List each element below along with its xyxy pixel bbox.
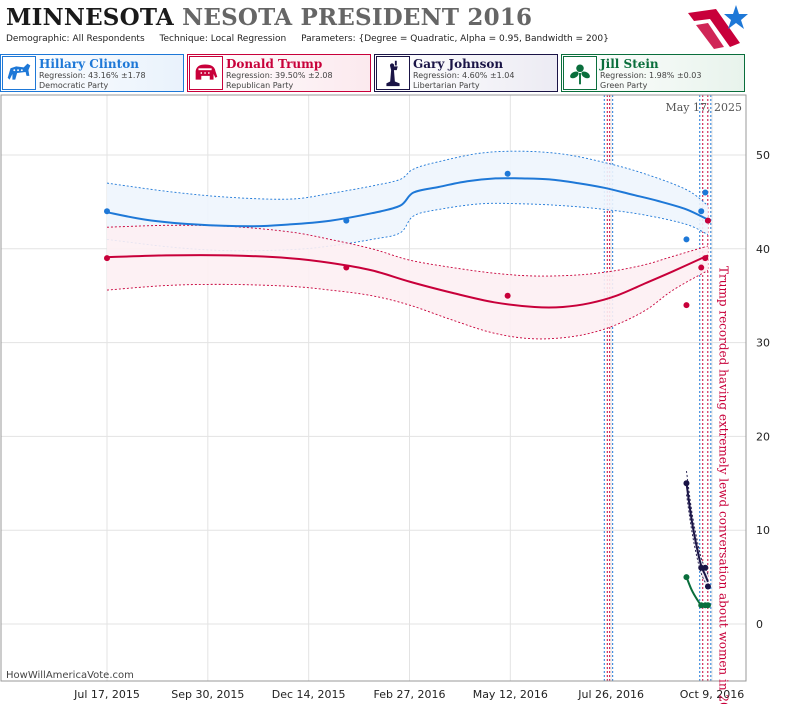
poll-point [702, 564, 709, 571]
poll-point [704, 583, 711, 590]
date-stamp: May 17, 2025 [665, 101, 742, 114]
param-parameters-value: {Degree = Quadratic, Alpha = 0.95, Bandw… [358, 34, 609, 44]
y-tick-label: 0 [756, 618, 763, 631]
poll-point [704, 602, 711, 609]
poll-point [702, 189, 709, 196]
poll-point [683, 236, 690, 243]
candidate-regression: Regression: 39.50% ±2.08 [226, 71, 333, 80]
legend-clinton: Hillary Clinton Regression: 43.16% ±1.78… [0, 54, 184, 92]
candidate-name: Donald Trump [226, 57, 323, 71]
candidate-party: Democratic Party [39, 81, 109, 90]
x-tick-label: Oct 9, 2016 [680, 688, 745, 701]
poll-point [343, 264, 350, 271]
confidence-band [107, 225, 708, 339]
candidate-party: Republican Party [226, 81, 294, 90]
trend-line [106, 254, 709, 309]
legend-stein: Jill Stein Regression: 1.98% ±0.03 Green… [561, 54, 745, 92]
poll-point [104, 208, 110, 215]
chart-title: MINNESOTA NESOTA PRESIDENT 2016 [6, 4, 686, 34]
y-tick-label: 10 [756, 524, 770, 537]
candidate-regression: Regression: 4.60% ±1.04 [413, 71, 515, 80]
x-tick-label: Jul 17, 2015 [73, 688, 140, 701]
poll-point [698, 264, 705, 271]
poll-chart: 0 10 20 30 40 50 Jul 17, 2015 Sep 30, 2015 Dec … [0, 94, 770, 704]
poll-point [343, 217, 350, 224]
site-watermark: HowWillAmericaVote.com [6, 670, 134, 681]
legend-trump: Donald Trump Regression: 39.50% ±2.08 Re… [187, 54, 371, 92]
flower-icon [563, 56, 597, 90]
liberty-statue-icon [376, 56, 410, 90]
band-upper-line [106, 150, 709, 207]
trend-line [685, 483, 709, 583]
candidate-party: Green Party [600, 81, 648, 90]
x-tick-label: May 12, 2016 [473, 688, 548, 701]
poll-point [683, 574, 690, 581]
donkey-icon [2, 56, 36, 90]
param-technique-value: Local Regression [210, 34, 287, 44]
poll-point [504, 292, 511, 299]
candidate-party: Libertarian Party [413, 81, 480, 90]
y-tick-label: 50 [756, 149, 770, 162]
elephant-icon [189, 56, 223, 90]
x-axis: Jul 17, 2015 Sep 30, 2015 Dec 14, 2015 Feb … [73, 688, 744, 701]
confidence-bands [106, 150, 709, 590]
poll-point [702, 255, 709, 262]
x-tick-label: Jul 26, 2016 [577, 688, 644, 701]
band-upper-line [686, 471, 709, 575]
poll-points [104, 170, 711, 609]
param-demographic-value: All Respondents [72, 34, 145, 44]
poll-point [504, 170, 511, 177]
poll-point [683, 302, 690, 309]
param-demographic-label: Demographic: [6, 34, 70, 44]
param-parameters-label: Parameters: [301, 34, 356, 44]
param-technique-label: Technique: [159, 34, 208, 44]
y-axis: 0 10 20 30 40 50 [756, 149, 770, 631]
poll-point [704, 217, 711, 224]
poll-point [104, 255, 110, 262]
poll-point [683, 480, 690, 487]
x-tick-label: Sep 30, 2015 [171, 688, 244, 701]
trend-lines [106, 177, 709, 609]
poll-point [698, 208, 705, 215]
candidate-name: Gary Johnson [413, 57, 504, 71]
trend-line [106, 177, 709, 228]
candidate-regression: Regression: 1.98% ±0.03 [600, 71, 702, 80]
x-tick-label: Feb 27, 2016 [374, 688, 446, 701]
y-tick-label: 20 [756, 430, 770, 443]
site-logo-icon [688, 5, 748, 49]
legend-johnson: Gary Johnson Regression: 4.60% ±1.04 Lib… [374, 54, 558, 92]
band-upper-line [106, 224, 709, 277]
candidate-name: Jill Stein [600, 57, 659, 71]
x-tick-label: Dec 14, 2015 [272, 688, 346, 701]
y-tick-label: 40 [756, 243, 770, 256]
candidate-regression: Regression: 43.16% ±1.78 [39, 71, 146, 80]
y-tick-label: 30 [756, 337, 770, 350]
title-state: MINNESOTA [6, 4, 174, 31]
title-race: NESOTA PRESIDENT 2016 [182, 4, 533, 31]
parameters-line: Demographic: All Respondents Technique: … [6, 34, 609, 44]
event-annotation: Trump recorded having extremely lewd con… [716, 266, 730, 704]
plot-frame [0, 94, 747, 682]
candidate-name: Hillary Clinton [39, 57, 139, 71]
